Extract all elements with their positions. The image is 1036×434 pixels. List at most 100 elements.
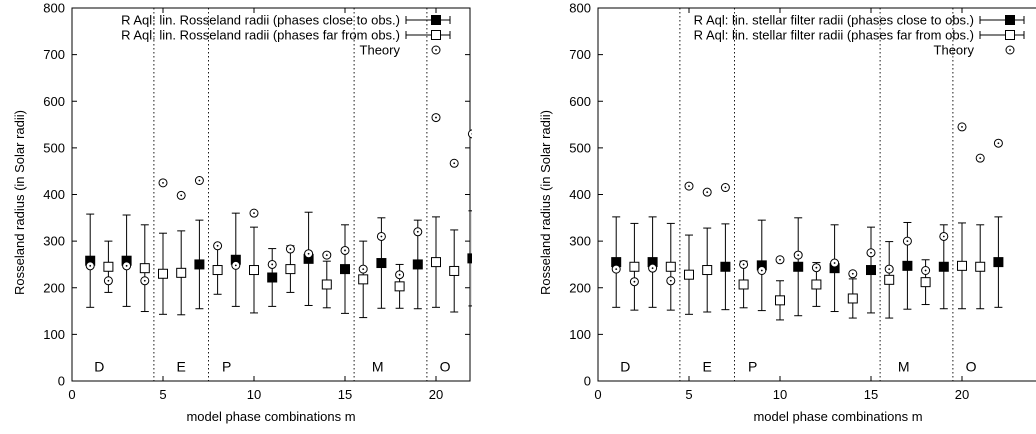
legend-entry-label: Theory [360,43,401,58]
close-phase-point [902,260,913,271]
theory-point [431,113,441,123]
far-phase-point [884,274,895,285]
region-label-e: E [703,359,712,375]
far-phase-point [920,277,931,288]
theory-point [322,250,332,260]
y-tick-label: 400 [43,187,65,202]
far-phase-point [684,269,694,280]
legend-entry-label: R Aql: lin. Rosseland radii (phases far … [121,28,400,43]
plot-area [611,122,1004,321]
chart-panel-1: 0 100 200 300 400 500 600 700 800 0 5 10 15 20 model p… [12,1,472,424]
theory-point [304,249,314,259]
close-phase-point [993,257,1004,268]
x-tick-label: 10 [247,387,261,402]
y-tick-label: 400 [569,187,591,202]
legend-entry-label: Theory [934,43,975,58]
theory-point [702,187,712,197]
theory-point [413,227,423,237]
theory-point [122,261,132,271]
far-phase-point [702,265,713,276]
far-phase-point [358,274,369,285]
theory-point [285,244,295,254]
theory-point [395,270,405,280]
far-phase-point [665,261,676,272]
theory-point [140,276,150,286]
y-tick-label: 0 [584,374,591,389]
y-tick-label: 500 [43,140,65,155]
theory-point [921,265,931,275]
far-phase-point [738,279,749,290]
x-tick-label: 10 [773,387,787,402]
far-phase-point [957,260,967,271]
legend-sample-marker [1005,30,1015,40]
close-phase-point [793,261,804,272]
theory-point [249,208,259,218]
legend-entry-label: R Aql: lin. stellar filter radii (phases… [694,13,974,28]
far-phase-point [285,264,296,275]
theory-point [739,259,749,269]
region-label-m: M [372,359,384,375]
close-phase-point [267,272,278,283]
legend-sample-marker [431,30,441,40]
theory-point [720,183,730,193]
region-label-o: O [966,359,977,375]
theory-point [358,264,368,274]
y-tick-label: 100 [569,327,591,342]
plot-frame [597,7,1036,382]
region-label-e: E [177,359,186,375]
plot-frame [71,7,471,382]
legend-entry-label: R Aql: lin. Rosseland radii (phases clos… [121,13,400,28]
region-label-d: D [620,359,630,375]
x-tick-label: 0 [68,387,75,402]
y-tick-label: 700 [43,47,65,62]
close-phase-point [467,253,472,264]
close-phase-point [412,259,423,270]
y-tick-label: 500 [569,140,591,155]
theory-point [467,129,472,139]
x-tick-label: 15 [338,387,352,402]
region-label-o: O [440,359,451,375]
theory-point [611,264,621,274]
theory-point [231,260,241,270]
y-tick-label: 200 [43,280,65,295]
y-tick-label: 100 [43,327,65,342]
far-phase-point [775,295,785,306]
theory-point [884,264,894,274]
y-tick-label: 300 [569,234,591,249]
region-label-m: M [898,359,910,375]
y-tick-label: 0 [58,374,65,389]
legend-sample-marker [1005,15,1015,25]
y-axis-label: Rosseland radius (in Solar radii) [538,110,553,295]
theory-point [757,265,767,275]
far-phase-point [103,261,114,272]
theory-point [629,277,639,287]
theory-point [830,258,840,268]
theory-point [902,236,912,246]
chart-panel-2: 0 100 200 300 400 500 600 700 800 0 5 10 15 20 model p… [538,1,1036,424]
x-axis-label: model phase combinations m [753,409,922,424]
far-phase-point [139,263,150,274]
theory-point [848,269,858,279]
close-phase-point [376,258,387,269]
theory-point [775,255,785,265]
theory-point [213,241,223,251]
plot-area [85,113,472,319]
theory-point [340,245,350,255]
far-phase-point [629,261,640,272]
x-tick-label: 15 [864,387,878,402]
legend-sample-marker [1005,45,1015,55]
y-tick-label: 700 [569,47,591,62]
theory-point [267,259,277,269]
close-phase-point [866,265,876,276]
theory-point [103,276,113,286]
close-phase-point [340,264,350,275]
legend: R Aql: lin. Rosseland radii (phases clos… [121,13,451,58]
theory-point [85,261,95,271]
theory-point [666,276,676,286]
theory-point [376,231,386,241]
x-tick-label: 0 [594,387,601,402]
theory-point [957,122,967,132]
theory-point [176,190,186,200]
x-tick-label: 5 [685,387,692,402]
